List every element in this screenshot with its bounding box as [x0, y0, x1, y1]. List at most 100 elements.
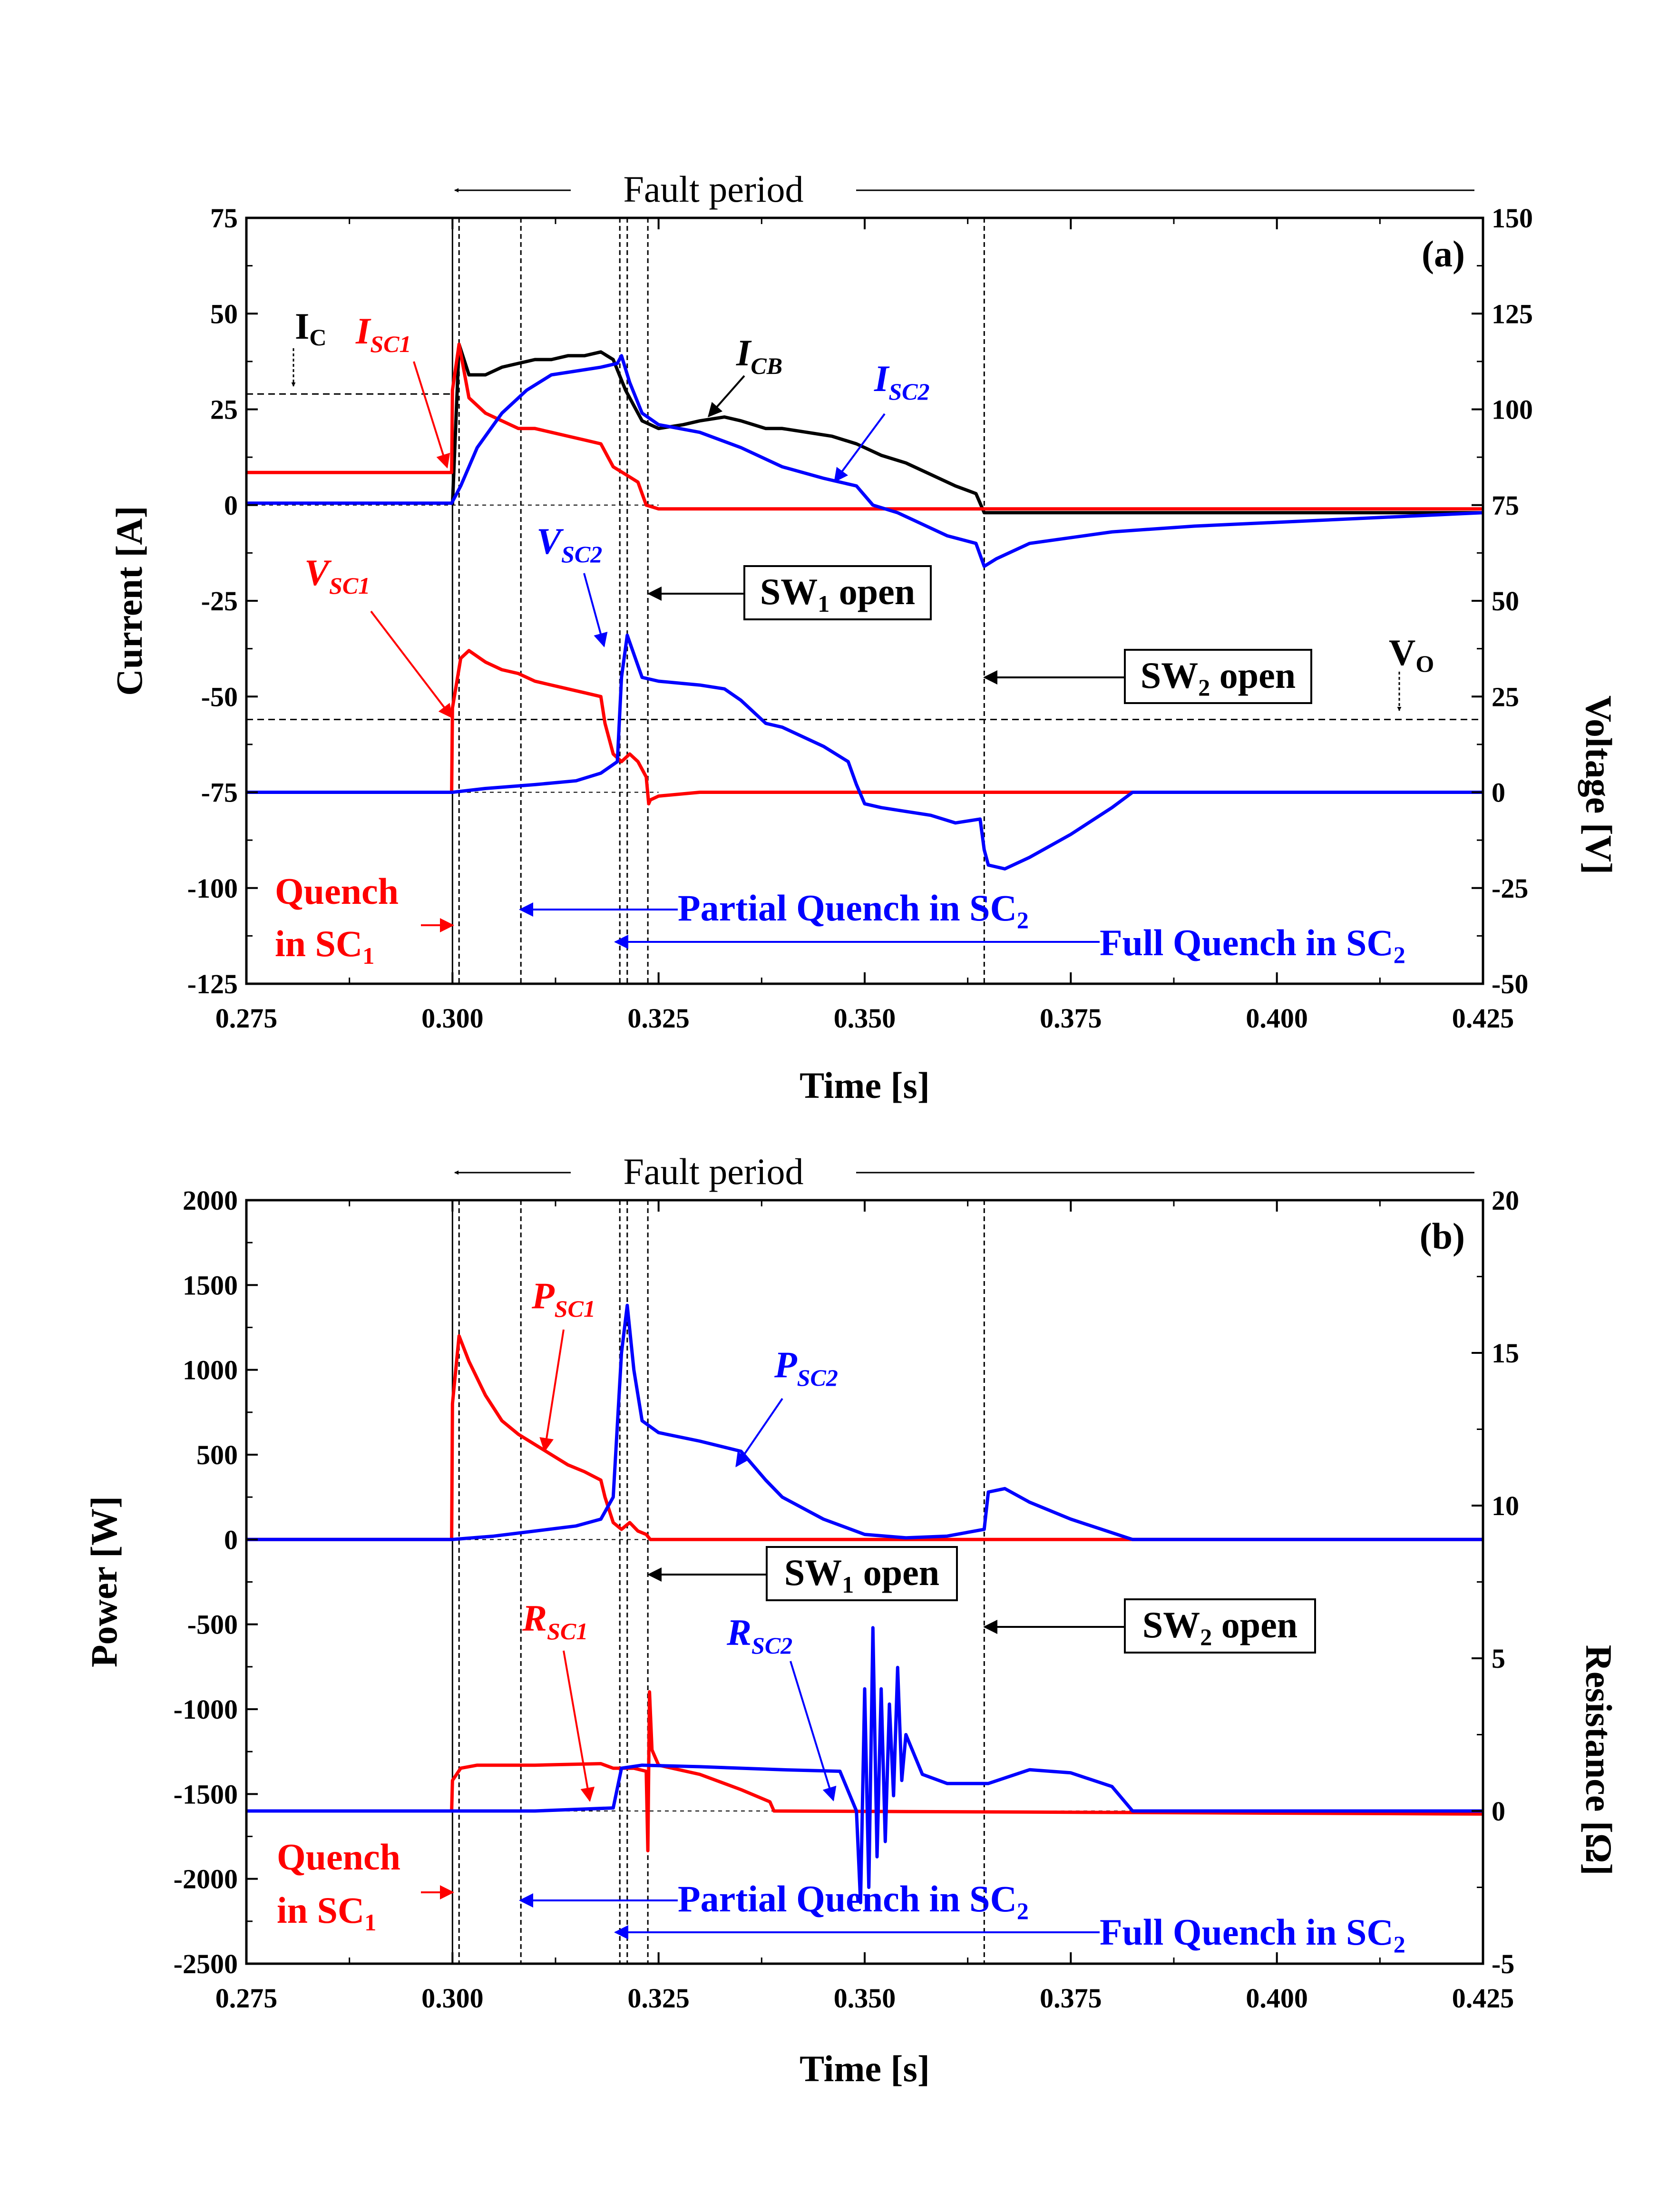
- y-tick-label-left: -100: [187, 873, 238, 904]
- y-tick-label-right: 20: [1492, 1185, 1519, 1216]
- x-tick-label: 0.300: [421, 1983, 484, 2014]
- quench-sc1-line1: Quench: [277, 1836, 400, 1878]
- fault-period-label: Fault period: [623, 168, 803, 210]
- isc2-label: ISC2: [874, 358, 930, 405]
- full-quench-label: Full Quench in SC2: [1100, 922, 1405, 968]
- y-tick-label-right: 75: [1492, 490, 1519, 521]
- sw2-box: [1124, 649, 1312, 704]
- y-tick-label-left: -2500: [174, 1948, 238, 1979]
- sw1-box: [743, 565, 932, 620]
- y-axis-label-left: Current [A]: [108, 506, 150, 695]
- fault-period-label: Fault period: [623, 1151, 803, 1192]
- y-tick-label-left: -75: [201, 777, 238, 808]
- y-tick-label-right: 10: [1492, 1490, 1519, 1521]
- data-series: [246, 343, 1483, 871]
- ic-label: IC: [295, 305, 326, 351]
- y-tick-label-left: -25: [201, 586, 238, 617]
- isc1-label: ISC1: [355, 310, 411, 357]
- x-tick-label: 0.400: [1246, 1983, 1308, 2014]
- series-vsc2: [246, 633, 1483, 871]
- rsc2-label: RSC2: [726, 1612, 792, 1659]
- sw2-label: SW2 open: [1141, 655, 1296, 701]
- x-tick-label: 0.375: [1040, 1003, 1102, 1034]
- y-axis-label-right: Resistance [Ω]: [1578, 1645, 1619, 1876]
- y-tick-label-left: -500: [187, 1609, 238, 1640]
- fault-event-lines: [451, 218, 985, 984]
- y-tick-label-right: -5: [1492, 1948, 1514, 1979]
- y-tick-label-left: 75: [210, 203, 238, 234]
- y-tick-label-left: 1500: [183, 1270, 238, 1301]
- y-axis-label-right: Voltage [V]: [1578, 695, 1619, 874]
- y-tick-label-right: 125: [1492, 298, 1533, 329]
- x-tick-label: 0.425: [1452, 1003, 1514, 1034]
- fault-event-lines: [451, 1200, 985, 1964]
- x-tick-label: 0.400: [1246, 1003, 1308, 1034]
- y-axis-label-left: Power [W]: [83, 1496, 125, 1667]
- y-tick-label-right: 100: [1492, 394, 1533, 425]
- y-tick-label-right: 150: [1492, 203, 1533, 234]
- x-tick-label: 0.325: [627, 1983, 690, 2014]
- icb-arrow: [708, 375, 745, 418]
- y-tick-label-right: 50: [1492, 586, 1519, 617]
- data-series: [246, 1303, 1483, 1905]
- quench-sc1-line2: in SC1: [275, 923, 374, 969]
- series-icb: [450, 343, 1483, 515]
- y-tick-label-right: 5: [1492, 1643, 1505, 1674]
- x-tick-label: 0.275: [215, 1983, 278, 2014]
- y-tick-label-right: -50: [1492, 969, 1528, 999]
- x-tick-label: 0.375: [1040, 1983, 1102, 2014]
- rsc1-arrow: [563, 1650, 595, 1802]
- y-tick-label-left: 1000: [183, 1355, 238, 1386]
- rsc1-label: RSC1: [522, 1597, 588, 1644]
- panel-label: (a): [1422, 233, 1465, 274]
- panel-a: 0.275 0.300 0.325 0.350 0.375 0.400 0.425 75 50 2…: [108, 168, 1619, 1106]
- y-tick-label-left: -1500: [174, 1779, 238, 1810]
- y-tick-label-left: 2000: [183, 1185, 238, 1216]
- y-tick-label-right: -25: [1492, 873, 1528, 904]
- quench-sc1-line1: Quench: [275, 871, 399, 912]
- vsc2-arrow: [583, 573, 608, 647]
- y-tick-label-left: -1000: [174, 1694, 238, 1725]
- y-tick-label-right: 15: [1492, 1338, 1519, 1369]
- y-tick-label-left: 0: [224, 490, 238, 521]
- y-tick-label-left: -2000: [174, 1864, 238, 1895]
- y-tick-label-right: 25: [1492, 681, 1519, 712]
- y-tick-label-right: 0: [1492, 777, 1505, 808]
- x-axis-label: Time [s]: [800, 2048, 930, 2089]
- partial-quench-label: Partial Quench in SC2: [678, 887, 1029, 933]
- panel-b: 0.275 0.300 0.325 0.350 0.375 0.400 0.42520001…: [83, 1151, 1619, 2089]
- partial-quench-label: Partial Quench in SC2: [678, 1878, 1029, 1924]
- y-tick-label-left: 50: [210, 298, 238, 329]
- y-tick-label-right: 0: [1492, 1796, 1505, 1827]
- sw1-label: SW1 open: [784, 1552, 939, 1598]
- x-tick-label: 0.325: [627, 1003, 690, 1034]
- series-rsc2: [246, 1626, 1483, 1905]
- series-rsc1: [246, 1690, 1483, 1852]
- axis-ticks: 0.275 0.300 0.325 0.350 0.375 0.400 0.42520001…: [174, 1185, 1519, 2014]
- psc2-label: PSC2: [774, 1344, 838, 1391]
- icb-label: ICB: [736, 332, 782, 379]
- vo-label: VO: [1389, 632, 1434, 677]
- x-tick-label: 0.300: [421, 1003, 484, 1034]
- sw1-label: SW1 open: [760, 571, 915, 617]
- full-quench-label: Full Quench in SC2: [1100, 1911, 1405, 1958]
- quench-sc1-line2: in SC1: [277, 1889, 376, 1936]
- sw1-box: [766, 1546, 958, 1601]
- isc2-arrow: [834, 413, 886, 483]
- psc1-label: PSC1: [531, 1275, 595, 1322]
- panel-label: (b): [1420, 1215, 1465, 1257]
- y-tick-label-left: 25: [210, 394, 238, 425]
- x-tick-label: 0.275: [215, 1003, 278, 1034]
- series-psc2: [246, 1303, 1483, 1541]
- x-axis-label: Time [s]: [800, 1065, 930, 1106]
- x-tick-label: 0.350: [834, 1983, 896, 2014]
- axis-ticks: 0.275 0.300 0.325 0.350 0.375 0.400 0.425 75 50 2…: [187, 203, 1533, 1034]
- y-tick-label-left: 0: [224, 1524, 238, 1555]
- x-tick-label: 0.425: [1452, 1983, 1514, 2014]
- psc1-arrow: [539, 1329, 565, 1452]
- vsc1-label: VSC1: [304, 552, 370, 599]
- psc2-arrow: [735, 1398, 783, 1468]
- y-tick-label-left: 500: [196, 1439, 238, 1470]
- series-vsc1: [246, 649, 1483, 806]
